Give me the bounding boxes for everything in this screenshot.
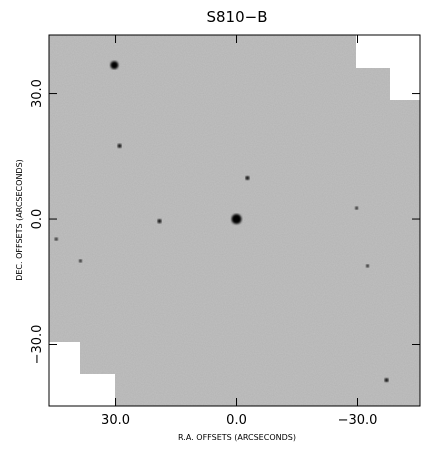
masked-region — [356, 35, 420, 100]
y-tick-label: −30.0 — [30, 325, 45, 365]
y-axis-label: DEC. OFFSETS (ARCSECONDS) — [15, 159, 24, 281]
source — [54, 237, 58, 241]
x-tick-label: 30.0 — [101, 413, 130, 428]
sources — [54, 61, 389, 383]
source — [157, 219, 162, 224]
y-tick-label: 0.0 — [30, 209, 45, 230]
x-tick-label: 0.0 — [226, 413, 247, 428]
source — [231, 214, 242, 225]
source — [78, 259, 82, 263]
source — [245, 176, 250, 181]
chart-title: S810−B — [206, 8, 267, 26]
x-axis-label: R.A. OFFSETS (ARCSECONDS) — [178, 433, 296, 442]
plot-frame — [48, 34, 421, 407]
source — [355, 206, 359, 210]
source — [117, 143, 122, 148]
x-tick-label: −30.0 — [338, 413, 378, 428]
y-tick-label: 30.0 — [30, 79, 45, 108]
masked-region — [49, 342, 115, 406]
source — [110, 61, 119, 70]
source — [366, 264, 370, 268]
source — [384, 378, 389, 383]
